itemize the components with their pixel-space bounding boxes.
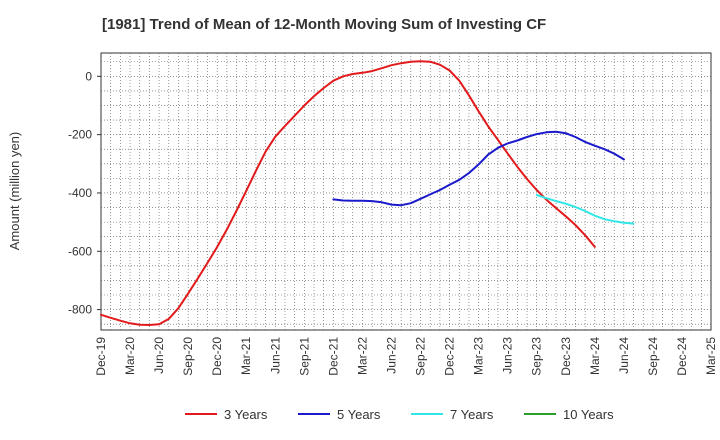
y-tick-label: -600 xyxy=(68,244,92,258)
legend: 3 Years 5 Years 7 Years 10 Years xyxy=(185,407,614,422)
x-tick-label: Sep-23 xyxy=(530,337,544,376)
x-tick-label: Jun-22 xyxy=(384,337,398,374)
legend-label: 3 Years xyxy=(224,407,268,422)
legend-label: 10 Years xyxy=(563,407,614,422)
grid xyxy=(100,52,712,331)
series-lines xyxy=(100,60,635,326)
x-tick-label: Dec-20 xyxy=(210,337,224,376)
x-tick-label: Jun-21 xyxy=(268,337,282,374)
x-tick-label: Mar-20 xyxy=(123,337,137,375)
tick-labels: 0 -200 -400 -600 -800 Dec-19 Mar-20 Jun-20 Sep-2… xyxy=(68,69,718,375)
x-tick-label: Mar-21 xyxy=(239,337,253,375)
y-tick-label: -200 xyxy=(68,128,92,142)
x-tick-label: Mar-22 xyxy=(355,337,369,375)
x-tick-label: Jun-20 xyxy=(152,337,166,374)
legend-label: 7 Years xyxy=(450,407,494,422)
y-tick-label: 0 xyxy=(85,69,92,83)
x-tick-label: Mar-25 xyxy=(704,337,718,375)
series-line-3-years xyxy=(100,60,596,326)
y-tick-label: -800 xyxy=(68,303,92,317)
x-tick-label: Sep-22 xyxy=(414,337,428,376)
x-tick-label: Dec-22 xyxy=(443,337,457,376)
y-tick-label: -400 xyxy=(68,186,92,200)
x-tick-label: Sep-20 xyxy=(181,337,195,376)
series-line-7-years xyxy=(535,194,635,225)
chart-title: [1981] Trend of Mean of 12-Month Moving … xyxy=(102,16,546,33)
x-tick-label: Jun-23 xyxy=(501,337,515,374)
x-tick-label: Sep-24 xyxy=(646,337,660,376)
x-tick-label: Dec-19 xyxy=(94,337,108,376)
plot-frame xyxy=(100,52,712,331)
legend-label: 5 Years xyxy=(337,407,381,422)
x-tick-label: Sep-21 xyxy=(297,337,311,376)
x-tick-label: Dec-21 xyxy=(326,337,340,376)
x-tick-label: Mar-24 xyxy=(588,337,602,375)
y-axis-label: Amount (million yen) xyxy=(7,132,22,251)
x-tick-label: Jun-24 xyxy=(617,337,631,374)
x-tick-label: Dec-23 xyxy=(559,337,573,376)
x-tick-label: Dec-24 xyxy=(675,337,689,376)
x-tick-label: Mar-23 xyxy=(472,337,486,375)
series-line-5-years xyxy=(332,130,625,207)
